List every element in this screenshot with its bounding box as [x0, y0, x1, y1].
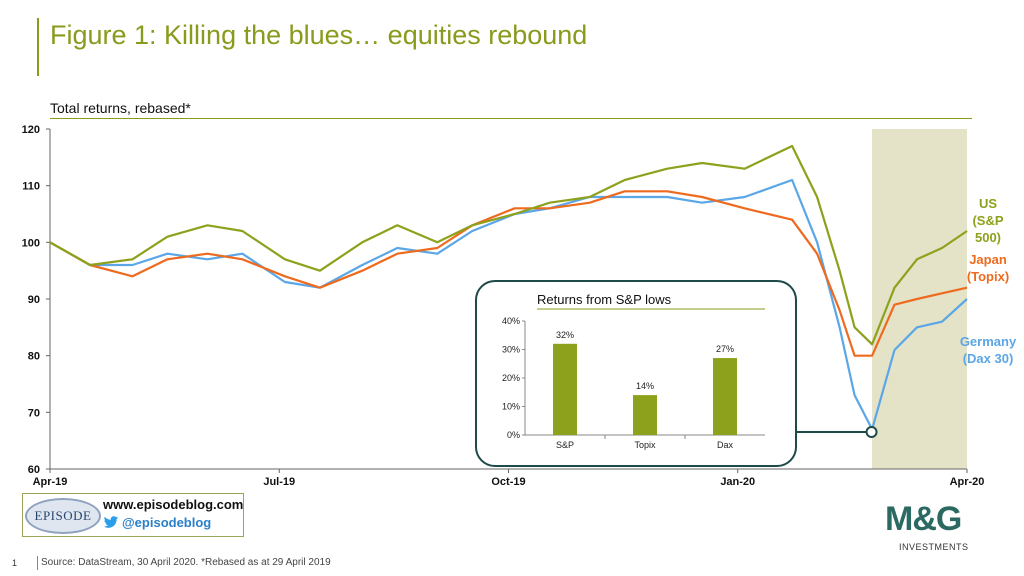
twitter-link[interactable]: @episodeblog	[103, 515, 211, 530]
y-tick-label: 90	[28, 294, 40, 306]
series-label-germany: (Dax 30)	[963, 351, 1014, 366]
x-tick-label: Jul-19	[263, 476, 295, 488]
series-line-us	[49, 144, 968, 346]
inset-category-label: Topix	[634, 440, 656, 450]
inset-y-tick-label: 10%	[502, 402, 520, 412]
title-accent-bar	[37, 18, 39, 76]
series-labels: US (S&P 500) Japan (Topix) Germany (Dax 30)	[960, 196, 1017, 366]
y-tick-label: 120	[22, 124, 40, 136]
y-tick-label: 60	[28, 464, 40, 476]
mg-brand: M&G	[885, 500, 962, 538]
inset-bar-value-label: 27%	[716, 344, 734, 354]
series-label-us: US	[979, 196, 997, 211]
series-line-japan	[49, 190, 968, 357]
subtitle-rule	[50, 118, 972, 119]
x-tick-label: Apr-20	[950, 476, 985, 488]
y-tick-label: 100	[22, 237, 40, 249]
twitter-handle: @episodeblog	[122, 515, 212, 530]
inset-y-tick-label: 30%	[502, 345, 520, 355]
page-number: 1	[12, 558, 18, 568]
twitter-bird-icon	[103, 516, 119, 528]
series-label-japan: (Topix)	[967, 269, 1009, 284]
y-tick-label: 70	[28, 407, 40, 419]
inset-bar	[633, 395, 657, 435]
inset-y-tick-label: 20%	[502, 373, 520, 383]
x-tick-label: Apr-19	[33, 476, 68, 488]
inset-bar	[553, 343, 577, 435]
series-label-us: 500)	[975, 230, 1001, 245]
figure-title: Figure 1: Killing the blues… equities re…	[50, 20, 588, 50]
inset-chart-title: Returns from S&P lows	[537, 292, 672, 307]
source-note: Source: DataStream, 30 April 2020. *Reba…	[41, 557, 331, 568]
blog-url-link[interactable]: www.episodeblog.com	[103, 497, 244, 512]
y-axis: 60 70 80 90 100 110 120	[22, 124, 51, 476]
inset-y-tick-label: 0%	[507, 430, 520, 440]
bar-chart: Returns from S&P lows 0% 10% 20% 30% 40% 32% S&…	[502, 292, 765, 450]
x-tick-label: Jan-20	[720, 476, 755, 488]
inset-connector-dot	[865, 426, 878, 438]
inset-y-tick-label: 40%	[502, 316, 520, 326]
inset-bar-chart-panel: Returns from S&P lows 0% 10% 20% 30% 40% 32% S&…	[475, 280, 797, 467]
mg-brand-sub: INVESTMENTS	[899, 542, 969, 552]
series-label-japan: Japan	[969, 252, 1007, 267]
y-tick-label: 110	[22, 181, 40, 193]
y-tick-label: 80	[28, 351, 40, 363]
mg-investments-logo: M&G INVESTMENTS	[885, 500, 990, 560]
chart-subtitle: Total returns, rebased*	[50, 100, 191, 116]
episode-logo: EPISODE	[25, 498, 101, 534]
inset-category-label: S&P	[556, 440, 574, 450]
source-accent-bar	[37, 556, 38, 570]
x-axis: Apr-19 Jul-19 Oct-19 Jan-20 Apr-20	[33, 468, 985, 488]
x-tick-label: Oct-19	[491, 476, 525, 488]
series-lines	[49, 144, 968, 431]
inset-bar-value-label: 14%	[636, 381, 654, 391]
series-label-us: (S&P	[972, 213, 1003, 228]
inset-bar-value-label: 32%	[556, 330, 574, 340]
inset-bar	[713, 358, 737, 435]
series-label-germany: Germany	[960, 334, 1017, 349]
episode-blog-badge[interactable]: EPISODE www.episodeblog.com @episodeblog	[22, 493, 244, 537]
inset-category-label: Dax	[717, 440, 734, 450]
